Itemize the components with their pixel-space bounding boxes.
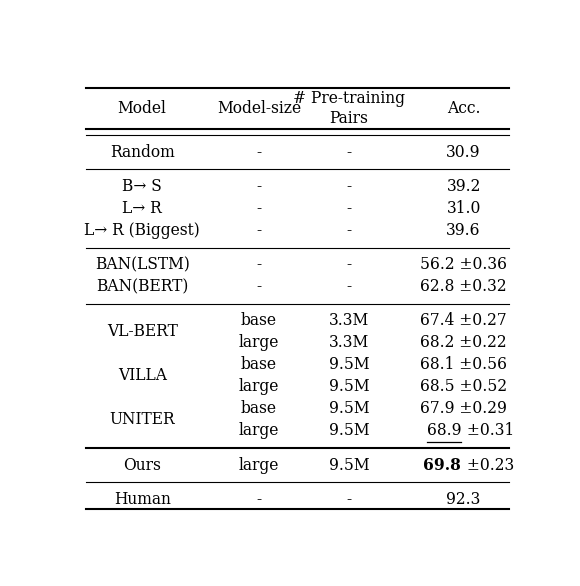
Text: Random: Random: [110, 144, 175, 161]
Text: -: -: [256, 490, 262, 507]
Text: Human: Human: [114, 490, 171, 507]
Text: L→ R (Biggest): L→ R (Biggest): [84, 222, 200, 239]
Text: base: base: [241, 356, 277, 373]
Text: L→ R: L→ R: [122, 200, 162, 217]
Text: -: -: [346, 490, 351, 507]
Text: ±0.31: ±0.31: [462, 423, 514, 440]
Text: 30.9: 30.9: [447, 144, 481, 161]
Text: 3.3M: 3.3M: [329, 334, 369, 351]
Text: -: -: [256, 222, 262, 239]
Text: -: -: [346, 222, 351, 239]
Text: 31.0: 31.0: [447, 200, 481, 217]
Text: 9.5M: 9.5M: [329, 400, 369, 417]
Text: -: -: [346, 256, 351, 273]
Text: B→ S: B→ S: [122, 178, 162, 195]
Text: 39.6: 39.6: [447, 222, 481, 239]
Text: 67.9 ±0.29: 67.9 ±0.29: [420, 400, 507, 417]
Text: 67.4 ±0.27: 67.4 ±0.27: [420, 312, 507, 329]
Text: -: -: [256, 144, 262, 161]
Text: large: large: [239, 456, 279, 473]
Text: ±0.23: ±0.23: [462, 456, 514, 473]
Text: -: -: [346, 278, 351, 295]
Text: large: large: [239, 379, 279, 396]
Text: 56.2 ±0.36: 56.2 ±0.36: [420, 256, 507, 273]
Text: 68.5 ±0.52: 68.5 ±0.52: [420, 379, 507, 396]
Text: 39.2: 39.2: [447, 178, 481, 195]
Text: Ours: Ours: [123, 456, 161, 473]
Text: 68.9: 68.9: [427, 423, 461, 440]
Text: 92.3: 92.3: [447, 490, 481, 507]
Text: base: base: [241, 400, 277, 417]
Text: 9.5M: 9.5M: [329, 456, 369, 473]
Text: -: -: [346, 144, 351, 161]
Text: -: -: [346, 200, 351, 217]
Text: large: large: [239, 334, 279, 351]
Text: base: base: [241, 312, 277, 329]
Text: # Pre-training
Pairs: # Pre-training Pairs: [293, 90, 405, 127]
Text: UNITER: UNITER: [110, 411, 175, 428]
Text: 9.5M: 9.5M: [329, 356, 369, 373]
Text: 3.3M: 3.3M: [329, 312, 369, 329]
Text: -: -: [256, 256, 262, 273]
Text: VILLA: VILLA: [118, 367, 166, 384]
Text: Model-size: Model-size: [217, 100, 301, 117]
Text: 68.1 ±0.56: 68.1 ±0.56: [420, 356, 507, 373]
Text: 9.5M: 9.5M: [329, 423, 369, 440]
Text: -: -: [256, 200, 262, 217]
Text: 68.2 ±0.22: 68.2 ±0.22: [420, 334, 507, 351]
Text: -: -: [256, 278, 262, 295]
Text: large: large: [239, 423, 279, 440]
Text: Acc.: Acc.: [447, 100, 480, 117]
Text: 62.8 ±0.32: 62.8 ±0.32: [420, 278, 507, 295]
Text: BAN(LSTM): BAN(LSTM): [95, 256, 190, 273]
Text: 9.5M: 9.5M: [329, 379, 369, 396]
Text: -: -: [346, 178, 351, 195]
Text: Model: Model: [118, 100, 166, 117]
Text: 69.8: 69.8: [423, 456, 461, 473]
Text: -: -: [256, 178, 262, 195]
Text: VL-BERT: VL-BERT: [107, 323, 177, 340]
Text: BAN(BERT): BAN(BERT): [96, 278, 188, 295]
